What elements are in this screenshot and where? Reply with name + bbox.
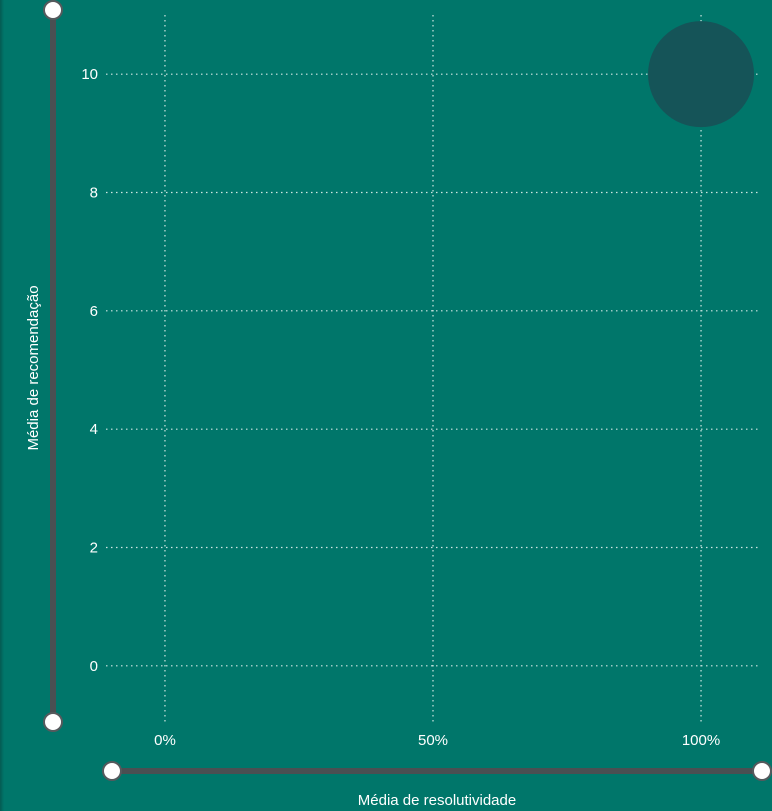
y-axis-zoom-slider[interactable] [43, 0, 63, 732]
y-tick-label: 4 [90, 421, 98, 438]
y-tick-label: 2 [90, 540, 98, 557]
y-axis-tick-labels: 0 2 4 6 8 10 [81, 66, 98, 675]
y-tick-label: 8 [90, 185, 98, 202]
x-axis-title: Média de resolutividade [358, 792, 516, 809]
x-tick-label: 100% [682, 732, 720, 749]
y-tick-label: 6 [90, 303, 98, 320]
gridlines [106, 15, 760, 725]
x-axis-tick-labels: 0% 50% 100% [154, 732, 720, 749]
y-slider-track[interactable] [50, 10, 56, 722]
y-slider-bottom-handle[interactable] [43, 712, 63, 732]
x-slider-right-handle[interactable] [752, 761, 772, 781]
x-axis-zoom-slider[interactable] [102, 761, 772, 781]
y-axis-title: Média de recomendação [25, 285, 42, 450]
data-point[interactable] [648, 21, 755, 128]
left-edge-shadow [0, 0, 4, 811]
x-tick-label: 0% [154, 732, 176, 749]
y-slider-top-handle[interactable] [43, 0, 63, 20]
x-slider-track[interactable] [112, 768, 762, 774]
y-tick-label: 0 [90, 658, 98, 675]
y-tick-label: 10 [81, 66, 98, 83]
x-tick-label: 50% [418, 732, 448, 749]
x-slider-left-handle[interactable] [102, 761, 122, 781]
data-points [648, 21, 755, 128]
